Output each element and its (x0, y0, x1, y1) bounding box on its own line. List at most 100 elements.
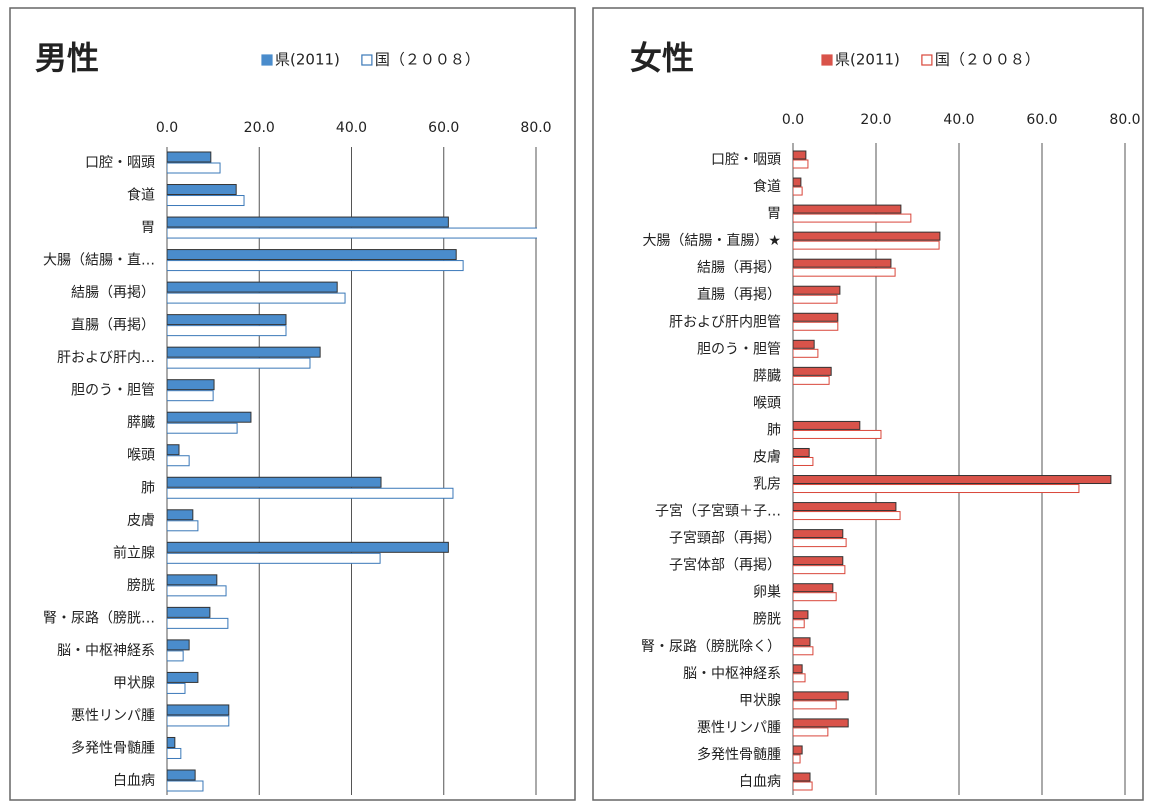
bar (793, 583, 834, 593)
chart-title: 男性 (35, 39, 99, 77)
y-tick-label: 肝および肝内胆管 (669, 314, 781, 330)
bar (793, 240, 940, 250)
y-tick-label: 膵臓 (127, 415, 155, 431)
x-tick-label: 0.0 (782, 112, 804, 128)
x-tick-label: 80.0 (1109, 112, 1140, 128)
bar (793, 348, 819, 358)
bar (793, 592, 837, 602)
y-tick-label: 甲状腺 (739, 693, 781, 709)
bar (793, 456, 814, 466)
y-tick-label: 直腸（再掲） (697, 286, 781, 303)
y-tick-label: 大腸（結腸・直… (43, 252, 155, 269)
y-tick-label: 前立腺 (113, 544, 155, 561)
bar (793, 529, 844, 539)
bar (167, 216, 449, 228)
y-tick-label: 口腔・咽頭 (85, 155, 155, 171)
x-tick-label: 60.0 (1026, 112, 1057, 128)
bar (167, 487, 454, 499)
legend-label: 県(2011) (835, 51, 900, 69)
y-tick-label: 食道 (753, 178, 781, 195)
x-tick-label: 80.0 (520, 120, 551, 136)
bar (167, 390, 214, 402)
y-tick-label: 子宮体部（再掲） (669, 558, 781, 574)
y-tick-label: 胃 (141, 220, 155, 236)
bar (793, 447, 810, 457)
bar (167, 606, 211, 618)
bar (793, 745, 803, 755)
y-tick-label: 膵臓 (753, 368, 781, 384)
y-tick-label: 喉頭 (127, 448, 155, 464)
y-tick-label: 結腸（再掲） (697, 260, 781, 276)
y-tick-label: 肺 (767, 422, 781, 438)
bar (167, 260, 464, 272)
bar (167, 357, 311, 369)
bar (167, 151, 212, 163)
y-tick-label: 乳房 (753, 477, 781, 493)
bar (167, 379, 215, 391)
bar (793, 781, 813, 791)
y-tick-label: 脳・中枢神経系 (57, 643, 155, 659)
y-tick-label: 多発性骨髄腫 (71, 739, 155, 756)
bar (167, 314, 287, 326)
y-tick-label: 膀胱 (753, 611, 781, 628)
legend-swatch (921, 54, 933, 66)
bar (793, 772, 811, 782)
bar (793, 429, 882, 439)
bar (167, 617, 229, 629)
bar (167, 780, 204, 792)
x-tick-label: 20.0 (860, 112, 891, 128)
y-tick-label: 悪性リンパ腫 (697, 720, 781, 736)
y-tick-label: 悪性リンパ腫 (71, 708, 155, 724)
bar (793, 204, 902, 214)
x-tick-label: 40.0 (943, 112, 974, 128)
legend-swatch (261, 54, 273, 66)
bar (167, 639, 190, 651)
bar (793, 511, 901, 521)
y-tick-label: 白血病 (113, 773, 155, 789)
bar (793, 664, 803, 674)
bar (793, 502, 897, 512)
bar (793, 619, 805, 629)
chart-title: 女性 (630, 39, 694, 77)
bar (167, 671, 199, 683)
bar (793, 646, 814, 656)
y-tick-label: 腎・尿路（膀胱除く） (641, 638, 781, 655)
bar (793, 213, 912, 223)
panel-border (9, 7, 576, 801)
bar (793, 159, 809, 169)
y-tick-label: 白血病 (739, 774, 781, 790)
bar (167, 682, 186, 694)
bar (793, 538, 847, 548)
legend-label: 国（２００８） (375, 51, 480, 69)
bar (167, 227, 537, 239)
bar (167, 704, 230, 716)
y-tick-label: 甲状腺 (113, 675, 155, 691)
bar (167, 541, 449, 553)
legend-swatch (361, 54, 373, 66)
y-tick-label: 口腔・咽頭 (711, 152, 781, 168)
bar (793, 321, 839, 331)
bar (167, 281, 338, 293)
bar (793, 700, 837, 710)
x-tick-label: 20.0 (244, 120, 275, 136)
bar (793, 258, 892, 268)
x-tick-label: 60.0 (428, 120, 459, 136)
bar (793, 312, 839, 322)
bar (167, 455, 190, 467)
bar (167, 184, 237, 196)
bar (793, 231, 941, 241)
y-tick-label: 子宮頸部（再掲） (669, 531, 781, 547)
y-tick-label: 肝および肝内… (57, 350, 155, 366)
y-tick-label: 肺 (141, 480, 155, 496)
bar (167, 585, 227, 597)
bar (167, 747, 182, 759)
bar (793, 727, 829, 737)
y-tick-label: 胃 (767, 206, 781, 222)
legend-label: 県(2011) (275, 51, 340, 69)
y-tick-label: 子宮（子宮頸＋子… (655, 504, 781, 520)
bar (793, 339, 815, 349)
bar (167, 476, 382, 488)
bar (793, 637, 811, 647)
legend-swatch (821, 54, 833, 66)
